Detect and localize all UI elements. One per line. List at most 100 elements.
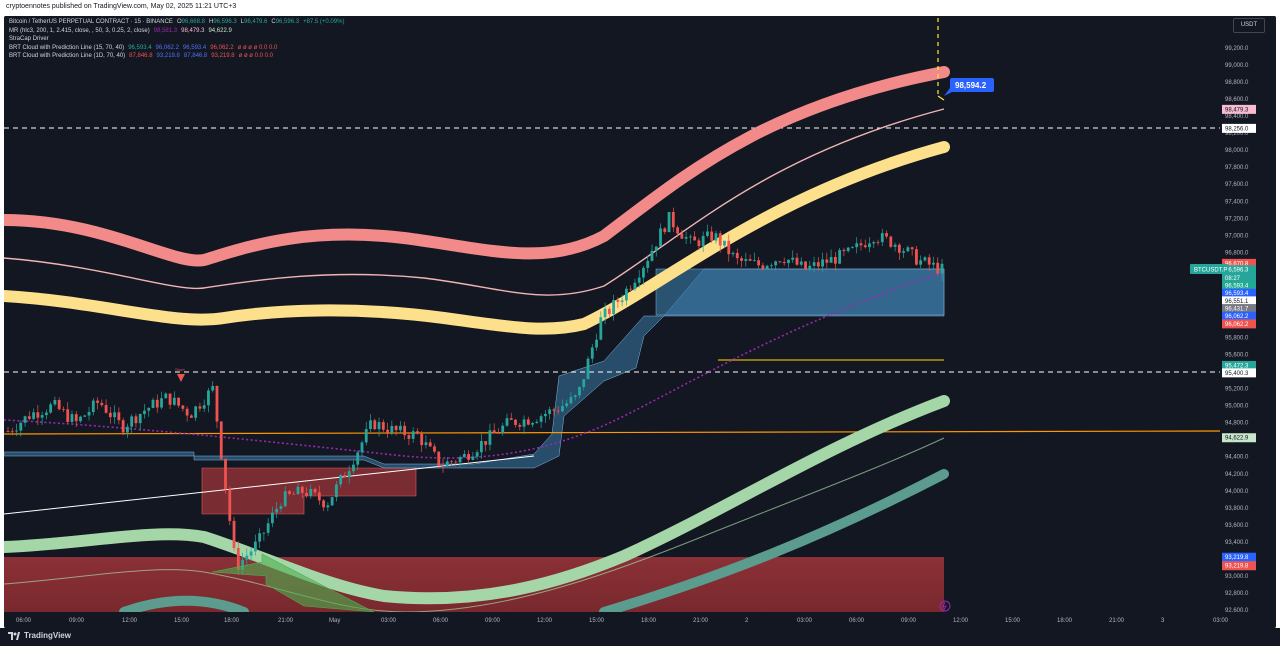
price-tag xyxy=(1222,368,1256,378)
candle-body xyxy=(795,257,799,265)
time-axis[interactable] xyxy=(4,612,1276,628)
candle-body xyxy=(735,252,739,259)
candle-body xyxy=(454,461,458,463)
price-tag-text: 95,400.3 xyxy=(1225,371,1249,377)
candle-body xyxy=(113,412,117,418)
price-tag xyxy=(1222,319,1256,329)
candle-body xyxy=(126,426,129,433)
symbol-tag-text: BTCUSDT.P xyxy=(1194,268,1227,274)
price-tag-text: 94,622.9 xyxy=(1225,436,1249,442)
currency-button[interactable]: USDT xyxy=(1233,18,1265,33)
candle-body xyxy=(19,422,23,431)
candle-body xyxy=(181,405,185,409)
legend-brt1-row[interactable]: BRT Cloud with Prediction Line (15, 70, … xyxy=(9,44,278,51)
legend-stracap-row[interactable]: StraCap Driver xyxy=(9,36,49,43)
price-tag-text: 95,472.3 xyxy=(1225,363,1249,369)
candle-body xyxy=(347,471,351,478)
candle-body xyxy=(232,520,236,549)
time-tick-label: 15:00 xyxy=(174,618,190,624)
price-tick-label: 98,000.0 xyxy=(1225,148,1249,154)
prediction-label-text: 98,594.2 xyxy=(955,81,987,90)
candle-body xyxy=(407,435,411,439)
candle-body xyxy=(744,259,748,261)
legend-symbol-row[interactable]: Bitcoin / TetherUS PERPETUAL CONTRACT · … xyxy=(9,19,345,25)
time-tick-label: 21:00 xyxy=(1109,618,1125,624)
time-tick-label: 15:00 xyxy=(1005,618,1021,624)
price-tick-label: 94,400.0 xyxy=(1225,455,1249,461)
candle-body xyxy=(936,262,940,274)
candle-body xyxy=(194,406,198,418)
lightning-icon[interactable] xyxy=(939,600,951,612)
price-axis-tags: 98,479.3 98,256.0 96,670.896,596.3 08:27 96,… xyxy=(1222,104,1256,571)
candle-body xyxy=(100,402,104,406)
candle-body xyxy=(172,397,176,405)
candle-body xyxy=(902,251,906,253)
candle-body xyxy=(646,260,650,268)
candle-body xyxy=(740,258,743,261)
candle-body xyxy=(360,442,364,453)
candle-body xyxy=(625,288,628,301)
candle-body xyxy=(83,415,87,417)
candle-body xyxy=(160,398,163,408)
candle-body xyxy=(723,240,726,246)
candle-body xyxy=(445,461,449,467)
candle-body xyxy=(548,409,552,414)
candle-body xyxy=(202,405,206,409)
legend-brt2-row[interactable]: BRT Cloud with Prediction Line (1D, 70, … xyxy=(9,53,273,60)
candle-body xyxy=(266,523,270,533)
candle-body xyxy=(693,236,697,241)
candle-body xyxy=(437,451,441,467)
price-chart[interactable]: 99,200.0 99,000.0 98,800.0 98,600.0 98,400.0… xyxy=(4,16,1276,628)
price-tag xyxy=(1222,296,1256,306)
candle-body xyxy=(851,247,854,248)
chart-panel[interactable]: 99,200.0 99,000.0 98,800.0 98,600.0 98,400.0… xyxy=(4,16,1276,628)
legend-mr-row[interactable]: MR (hlc3, 200, 1, 2.415, close, , 50, 3,… xyxy=(9,27,232,34)
candle-body xyxy=(919,260,923,265)
time-tick-label: 21:00 xyxy=(693,618,709,624)
candle-body xyxy=(497,432,500,434)
candle-body xyxy=(612,300,616,315)
candle-body xyxy=(863,245,867,248)
candle-body xyxy=(770,265,773,267)
candle-body xyxy=(825,259,829,263)
candle-body xyxy=(484,441,488,445)
footer-bar: TradingView xyxy=(0,628,1280,646)
candle-body xyxy=(253,541,257,552)
candle-body xyxy=(706,231,709,236)
candle-body xyxy=(667,211,671,233)
candle-body xyxy=(185,408,189,416)
price-tick-label: 93,000.0 xyxy=(1225,574,1249,580)
candle-body xyxy=(211,386,215,391)
candle-body xyxy=(15,430,18,432)
candle-body xyxy=(923,257,927,261)
candle-body xyxy=(155,399,159,408)
candle-body xyxy=(428,442,432,447)
price-tick-label: 93,600.0 xyxy=(1225,523,1249,529)
price-tag xyxy=(1222,311,1256,321)
price-tag xyxy=(1222,433,1256,443)
tradingview-logo[interactable]: TradingView xyxy=(8,631,71,640)
candle-body xyxy=(117,412,121,421)
candle-body xyxy=(731,252,735,255)
price-tick-label: 93,800.0 xyxy=(1225,506,1249,512)
price-tag-text: 96,596.3 xyxy=(1225,268,1249,274)
candle-body xyxy=(855,243,859,248)
candle-body xyxy=(915,249,918,265)
candle-body xyxy=(659,228,662,247)
candle-body xyxy=(32,412,35,419)
candle-body xyxy=(561,406,564,412)
candle-body xyxy=(398,425,402,431)
candle-body xyxy=(526,419,530,425)
time-tick-label: 21:00 xyxy=(278,618,294,624)
candle-body xyxy=(27,416,31,419)
candle-body xyxy=(859,243,863,246)
candle-body xyxy=(637,277,641,283)
price-tick-label: 97,600.0 xyxy=(1225,182,1249,188)
candle-body xyxy=(258,533,262,542)
blue-consolidation-box xyxy=(655,268,945,316)
candle-body xyxy=(565,403,569,407)
candle-body xyxy=(279,506,283,509)
candle-body xyxy=(62,409,65,410)
candle-body xyxy=(573,395,577,397)
candle-body xyxy=(420,433,424,446)
